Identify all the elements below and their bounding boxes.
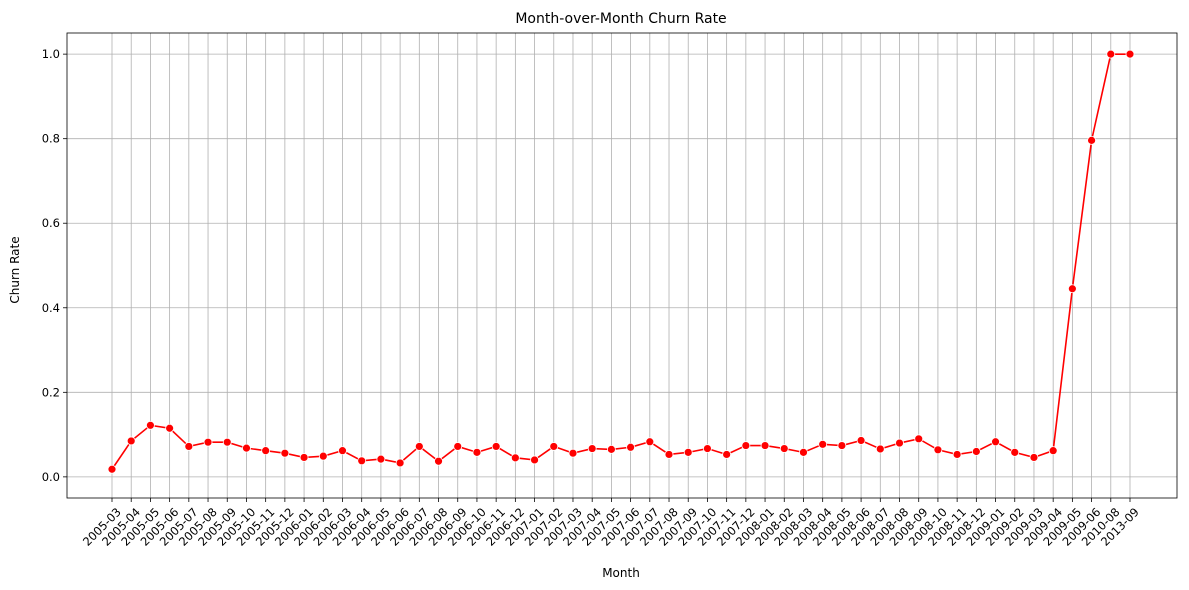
data-point (1067, 284, 1077, 294)
y-tick-label: 1.0 (42, 47, 60, 61)
data-point (741, 441, 751, 450)
data-point (664, 450, 674, 459)
data-point (242, 443, 251, 453)
y-tick-label: 0.4 (42, 301, 60, 315)
y-tick-label: 0.6 (42, 216, 60, 230)
data-point (568, 448, 578, 458)
data-point (760, 441, 770, 450)
data-point (472, 447, 482, 457)
data-point (357, 456, 367, 466)
y-axis-label: Churn Rate (8, 236, 22, 303)
chart-title: Month-over-Month Churn Rate (515, 11, 726, 27)
data-point (1106, 49, 1116, 59)
data-point (280, 448, 290, 458)
data-point (338, 446, 347, 456)
data-point (491, 442, 501, 451)
data-point (952, 450, 962, 459)
plot-frame (66, 32, 1178, 499)
series-line (111, 53, 1130, 470)
tick-labels: 2005-032005-042005-052005-062005-072005-… (42, 47, 1142, 549)
data-point (779, 444, 789, 453)
data-point (1125, 49, 1135, 59)
data-point (414, 442, 424, 451)
data-point (626, 442, 636, 452)
data-point (875, 444, 885, 454)
data-point (1048, 446, 1058, 456)
data-point (222, 437, 232, 447)
data-point (1087, 135, 1096, 145)
x-axis-label: Month (602, 566, 640, 580)
data-point (914, 434, 924, 444)
data-point (837, 441, 847, 450)
data-point (683, 447, 693, 457)
grid (67, 33, 1177, 498)
data-point (434, 456, 443, 466)
data-point (549, 442, 559, 451)
data-point (933, 445, 943, 455)
data-point (107, 464, 117, 474)
data-point (530, 455, 539, 465)
data-point (587, 444, 597, 453)
data-point (318, 451, 328, 461)
data-point (991, 437, 1000, 447)
data-point (1010, 447, 1020, 457)
data-point (203, 437, 213, 447)
data-point (376, 454, 386, 464)
data-point (722, 450, 732, 459)
axes (63, 32, 1178, 502)
data-point (184, 442, 194, 451)
y-tick-label: 0.2 (42, 385, 60, 399)
y-tick-label: 0.8 (42, 132, 60, 146)
series-layer (107, 49, 1135, 474)
data-point (146, 420, 155, 430)
data-point (126, 436, 136, 446)
data-point (895, 438, 904, 448)
data-point (799, 447, 808, 457)
data-point (645, 437, 655, 447)
data-point (971, 447, 981, 456)
data-point (703, 444, 712, 453)
data-point (453, 442, 463, 451)
data-point (510, 453, 520, 463)
data-point (1029, 453, 1039, 462)
data-point (165, 423, 175, 433)
data-point (606, 444, 616, 454)
y-tick-label: 0.0 (42, 470, 60, 484)
data-point (818, 439, 828, 449)
data-point (261, 446, 271, 456)
data-point (299, 453, 309, 462)
data-point (856, 436, 866, 445)
data-point (395, 458, 405, 468)
